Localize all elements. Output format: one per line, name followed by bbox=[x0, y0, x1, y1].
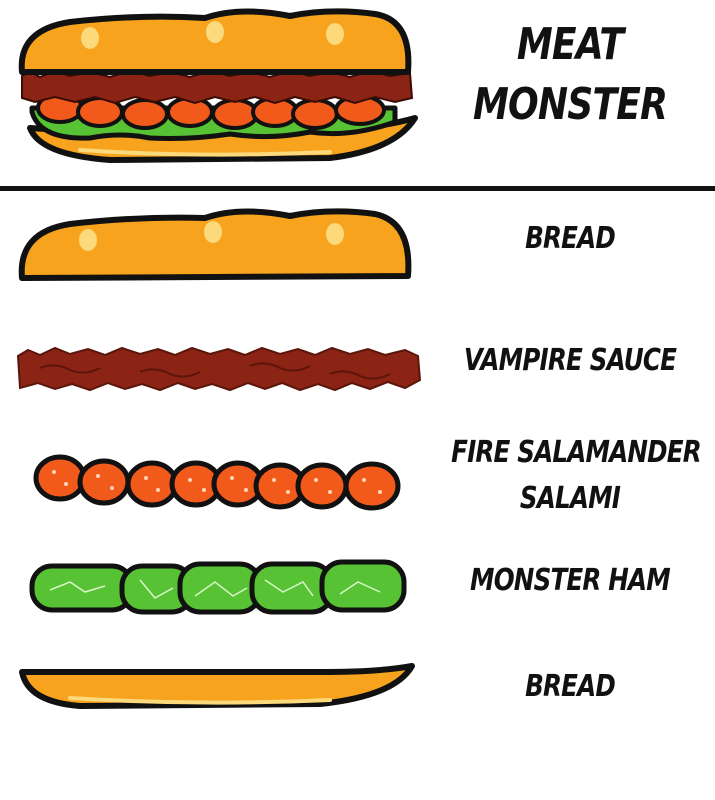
ingredient-label-bottom-bread: Bread bbox=[525, 669, 616, 704]
section-divider bbox=[0, 186, 715, 191]
sandwich-name-line1: Meat bbox=[516, 19, 624, 70]
ingredient-label-top-bread: Bread bbox=[525, 221, 616, 256]
ingredient-salami-illustration bbox=[33, 454, 401, 511]
ingredient-label-vampire-sauce: Vampire Sauce bbox=[463, 343, 677, 378]
sandwich-name-line2: Monster bbox=[472, 79, 668, 130]
assembled-sauce-layer bbox=[21, 69, 414, 105]
ingredient-vampire-sauce-illustration bbox=[16, 346, 422, 392]
ingredient-label-salami-line2: Salami bbox=[519, 481, 621, 516]
ingredient-bottom-bread-illustration bbox=[19, 663, 415, 709]
assembled-sandwich bbox=[18, 8, 418, 163]
salami-dots bbox=[52, 470, 382, 494]
ingredient-monster-ham-illustration bbox=[29, 559, 407, 615]
ingredient-top-bread-illustration bbox=[18, 208, 412, 281]
ham-veins bbox=[49, 579, 381, 599]
ingredient-label-salami-line1: Fire Salamander bbox=[451, 435, 702, 470]
ingredient-label-monster-ham: Monster Ham bbox=[470, 563, 671, 598]
